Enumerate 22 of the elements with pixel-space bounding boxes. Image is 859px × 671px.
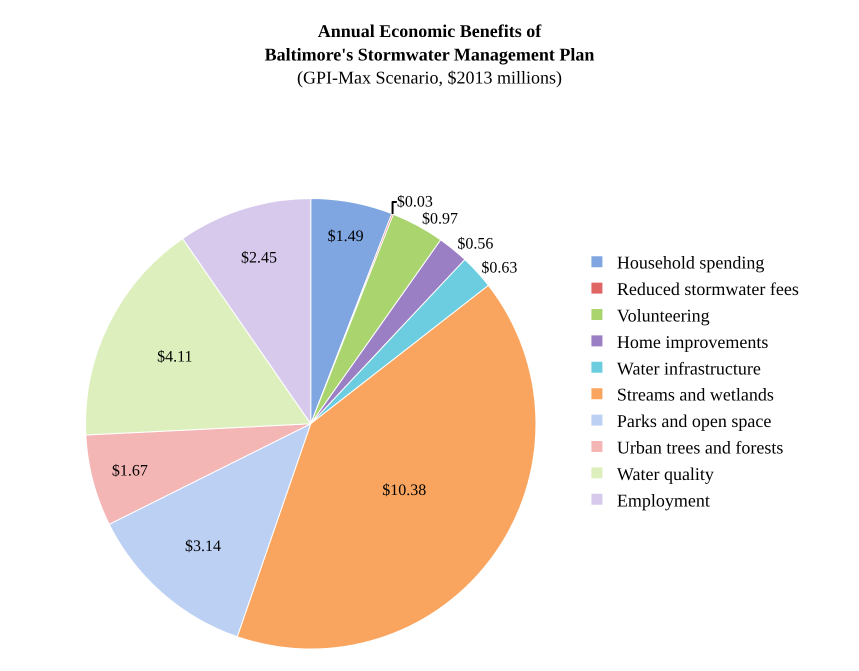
legend-label: Reduced stormwater fees [616,279,799,300]
data-label: $4.11 [157,348,193,366]
data-label: $1.67 [112,462,148,480]
legend-label: Employment [616,490,710,510]
data-label: $2.45 [241,250,278,267]
data-label: $0.97 [422,210,458,228]
legend-label: Urban trees and forests [616,438,784,458]
data-label: $3.14 [184,538,221,556]
data-label: $0.56 [457,236,494,253]
legend-label: Household spending [616,252,764,273]
legend-label: Home improvements [616,332,768,352]
legend-label: Parks and open space [616,411,772,432]
data-label: $0.03 [396,194,433,211]
data-label: $0.63 [481,260,518,277]
legend-label: Water infrastructure [616,358,761,378]
chart-subtitle: (GPI-Max Scenario, $2013 millions) [297,68,562,88]
legend-label: Water quality [616,464,714,484]
data-label: $10.38 [382,482,426,500]
legend-label: Streams and wetlands [616,384,774,405]
data-label: $1.49 [328,228,364,246]
legend-label: Volunteering [616,306,710,326]
chart-title: Annual Economic Benefits of Baltimore's Stormwater Management Plan [264,20,594,64]
